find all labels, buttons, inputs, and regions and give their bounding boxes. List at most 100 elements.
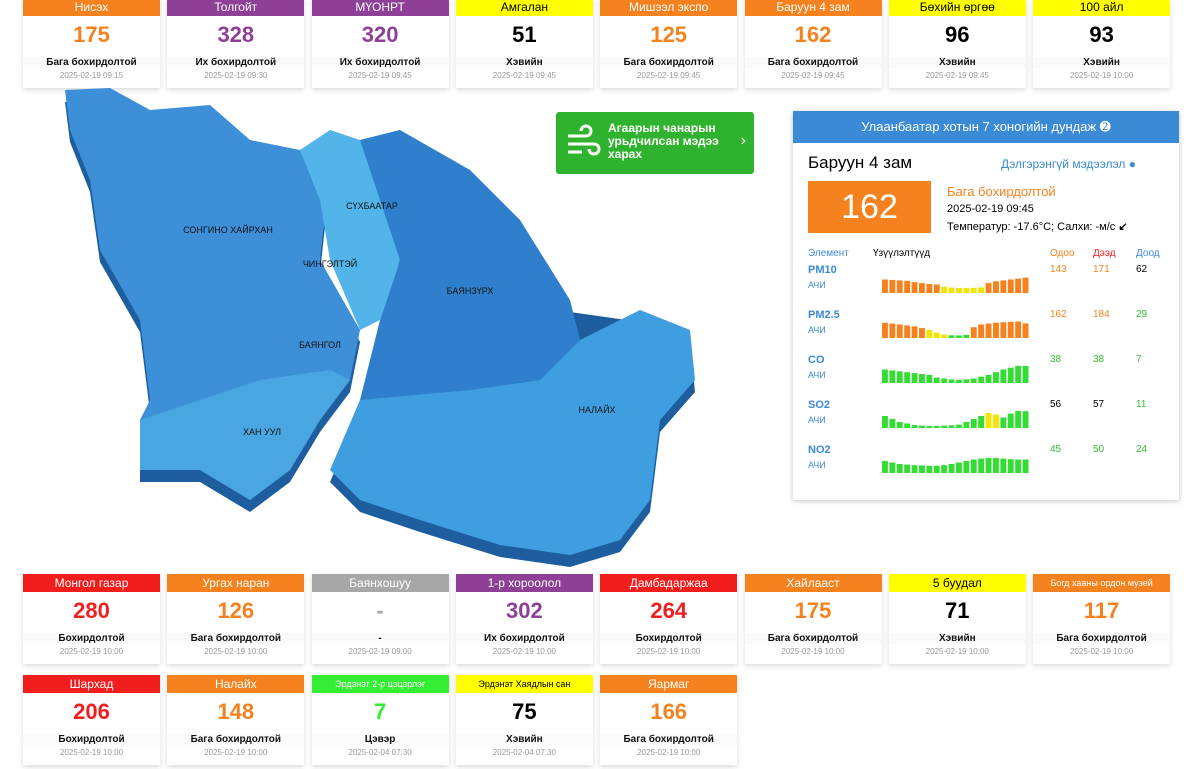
card-name: Мишээл экспо — [600, 0, 738, 16]
hourly-bar — [985, 413, 992, 428]
chevron: › — [740, 132, 746, 149]
map-bayanzurkh — [360, 130, 580, 400]
card-aqi: 320 — [361, 22, 399, 47]
card-time: 2025-02-19 09:00 — [348, 647, 412, 656]
district-label: НАЛАЙХ — [578, 404, 615, 415]
station-card[interactable]: Эрдэнэт 2-р цэцэрлэг 7 Цэвэр 2025-02-04 07:… — [311, 675, 449, 765]
station-card[interactable]: Толгойт 328 Их бохирдолтой 2025-02-19 09:30 — [167, 0, 305, 88]
station-card[interactable]: Монгол газар 280 Бохирдолтой 2025-02-19 10:… — [23, 574, 160, 664]
card-name: Богд хааны ордон музей — [1033, 574, 1171, 592]
card-status: Цэвэр — [311, 734, 449, 745]
station-card[interactable]: 1-р хороолол 302 Их бохирдолтой 2025-02-19 … — [455, 574, 593, 664]
station-card[interactable]: Амгалан 51 Хэвийн 2025-02-19 09:45 — [455, 0, 593, 88]
card-name: Хайлааст — [744, 574, 882, 592]
station-card[interactable]: Баянхошуу - - 2025-02-19 09:00 — [311, 574, 449, 664]
hourly-bar — [933, 425, 940, 428]
value-now: 45 — [1050, 444, 1062, 455]
forecast-text: Агаарын чанарын урьдчилсан мэдээ харах — [608, 121, 719, 161]
hourly-bar — [904, 372, 911, 383]
hourly-bar — [911, 425, 918, 428]
hourly-bar — [882, 369, 888, 383]
value-max: 57 — [1093, 399, 1105, 410]
hourly-bar — [963, 288, 970, 293]
card-status: Хэвийн — [455, 57, 593, 68]
card-aqi: 206 — [73, 699, 110, 724]
hourly-bar — [1007, 413, 1014, 428]
hourly-bar — [919, 465, 925, 473]
station-card[interactable]: Налайх 148 Бага бохирдолтой 2025-02-19 10:0… — [167, 675, 305, 765]
hourly-bar — [926, 329, 933, 338]
value-now: 143 — [1050, 264, 1067, 275]
value-max: 171 — [1093, 264, 1110, 275]
card-status: Их бохирдолтой — [311, 57, 449, 68]
hourly-bar — [978, 287, 985, 293]
hourly-bar — [926, 425, 933, 428]
station-card[interactable]: Баруун 4 зам 162 Бага бохирдолтой 2025-02-1… — [744, 0, 882, 88]
station-card[interactable]: 5 буудал 71 Хэвийн 2025-02-19 10:00 — [888, 574, 1026, 664]
card-status: Бохирдолтой — [23, 633, 160, 644]
hourly-bar — [926, 284, 933, 293]
hourly-bar — [948, 425, 955, 428]
station-card[interactable]: МҮОНРТ 320 Их бохирдолтой 2025-02-19 09:45 — [311, 0, 449, 88]
card-aqi: 71 — [945, 598, 970, 623]
district-label: БАЯНЗҮРХ — [447, 286, 494, 296]
forecast-button[interactable]: Агаарын чанарын урьдчилсан мэдээ харах › — [556, 112, 754, 174]
district-label: ЧИНГЭЛТЭЙ — [303, 258, 357, 269]
station-card[interactable]: Хайлааст 175 Бага бохирдолтой 2025-02-19 10… — [744, 574, 882, 664]
hourly-bar — [978, 458, 985, 473]
card-aqi: 117 — [1083, 598, 1120, 623]
value-max: 38 — [1093, 354, 1105, 365]
card-time: 2025-02-19 10:00 — [1070, 647, 1134, 656]
hourly-bar — [1007, 321, 1014, 338]
hourly-bar — [1015, 459, 1022, 473]
card-time: 2025-02-19 09:45 — [348, 71, 412, 80]
card-name: Бөхийн өргөө — [888, 0, 1026, 16]
station-card[interactable]: Бөхийн өргөө 96 Хэвийн 2025-02-19 09:45 — [888, 0, 1026, 88]
value-max: 50 — [1093, 444, 1105, 455]
hourly-bar — [904, 325, 911, 338]
card-aqi: 96 — [945, 22, 970, 47]
hourly-bar — [993, 414, 999, 428]
hourly-bar — [978, 376, 985, 383]
card-name: МҮОНРТ — [311, 0, 449, 16]
card-name: Баруун 4 зам — [744, 0, 882, 16]
hourly-bar — [993, 458, 999, 473]
card-name: Яармаг — [600, 675, 738, 693]
station-card[interactable]: Эрдэнэт Хаядлын сан 75 Хэвийн 2025-02-04 07… — [455, 675, 593, 765]
station-card[interactable]: Нисэх 175 Бага бохирдолтой 2025-02-19 09:15 — [23, 0, 160, 88]
hourly-bar — [896, 324, 903, 338]
card-name: Баянхошуу — [311, 574, 449, 592]
panel-header[interactable]: Улаанбаатар хотын 7 хоногийн дундаж ➋ — [793, 111, 1179, 143]
station-card[interactable]: 100 айл 93 Хэвийн 2025-02-19 10:00 — [1033, 0, 1171, 88]
value-now: 56 — [1050, 399, 1062, 410]
district-label: ХАН УУЛ — [243, 427, 281, 437]
map-khan-uul — [140, 370, 350, 500]
station-card[interactable]: Шархад 206 Бохирдолтой 2025-02-19 10:00 — [23, 675, 160, 765]
hourly-bar — [1015, 321, 1022, 338]
table-header: Үзүүлэлтүүд — [873, 248, 930, 259]
district-label: СҮХБААТАР — [346, 201, 398, 211]
hourly-bar — [941, 334, 948, 338]
station-card[interactable]: Ургах наран 126 Бага бохирдолтой 2025-02-19… — [167, 574, 305, 664]
card-time: 2025-02-19 10:00 — [781, 647, 845, 656]
hourly-bar — [1015, 278, 1022, 293]
card-aqi: 125 — [650, 22, 688, 47]
card-status: Хэвийн — [1033, 57, 1171, 68]
hourly-bar — [978, 416, 985, 428]
hourly-bar — [948, 379, 955, 383]
station-card[interactable]: Мишээл экспо 125 Бага бохирдолтой 2025-02-1… — [600, 0, 738, 88]
hourly-bar — [948, 464, 955, 473]
card-status: Бага бохирдолтой — [600, 734, 738, 745]
card-name: Эрдэнэт 2-р цэцэрлэг — [311, 675, 449, 693]
table-header: Элемент — [808, 248, 849, 259]
station-panel: Улаанбаатар хотын 7 хоногийн дундаж ➋ Ба… — [793, 111, 1179, 500]
details-link[interactable]: Дэлгэрэнгүй мэдээлэл ● — [1001, 157, 1137, 171]
hourly-bar — [1007, 367, 1014, 383]
station-card[interactable]: Яармаг 166 Бага бохирдолтой 2025-02-19 10:0… — [600, 675, 738, 765]
station-card[interactable]: Богд хааны ордон музей 117 Бага бохирдолто… — [1033, 574, 1171, 664]
element-unit: АЧИ — [808, 370, 826, 380]
station-card[interactable]: Дамбадаржаа 264 Бохирдолтой 2025-02-19 10:0… — [600, 574, 738, 664]
card-status: Бохирдолтой — [23, 734, 160, 745]
card-name: 1-р хороолол — [455, 574, 593, 592]
